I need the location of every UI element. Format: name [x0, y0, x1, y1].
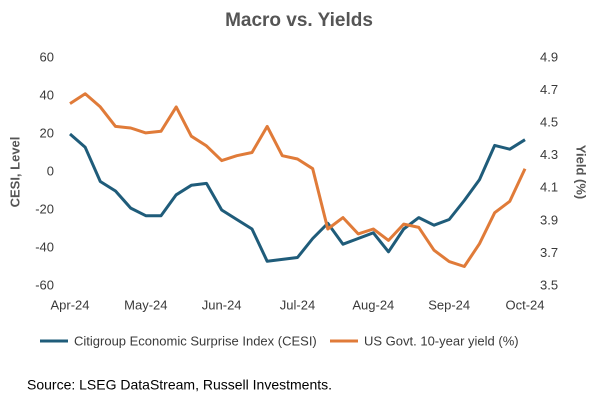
- chart-title: Macro vs. Yields: [225, 10, 373, 31]
- legend-label: Citigroup Economic Surprise Index (CESI): [74, 333, 317, 348]
- y-tick-label: -20: [35, 201, 54, 216]
- y-tick-label: 20: [40, 125, 54, 140]
- x-tick-label: Sep-24: [428, 297, 470, 312]
- y2-tick-label: 3.5: [540, 277, 558, 292]
- y-tick-label: 40: [40, 87, 54, 102]
- x-tick-label: Oct-24: [505, 297, 544, 312]
- x-tick-label: Jun-24: [202, 297, 242, 312]
- y2-tick-label: 4.7: [540, 82, 558, 97]
- y2-tick-label: 3.9: [540, 212, 558, 227]
- y-axis-title: CESI, Level: [7, 137, 22, 208]
- legend-label: US Govt. 10-year yield (%): [364, 333, 519, 348]
- y2-tick-label: 4.3: [540, 147, 558, 162]
- y-tick-label: -40: [35, 239, 54, 254]
- x-tick-label: Jul-24: [280, 297, 315, 312]
- y2-tick-label: 4.5: [540, 115, 558, 130]
- y-tick-label: 60: [40, 49, 54, 64]
- y-tick-label: 0: [47, 163, 54, 178]
- y2-tick-label: 4.1: [540, 180, 558, 195]
- y2-axis-title: Yield (%): [574, 145, 589, 199]
- line-series: [69, 92, 527, 268]
- x-tick-label: Apr-24: [50, 297, 89, 312]
- line-series: [69, 132, 526, 263]
- source: Source: LSEG DataStream, Russell Investm…: [27, 377, 332, 393]
- x-tick-label: May-24: [124, 297, 167, 312]
- y2-tick-label: 4.9: [540, 49, 558, 64]
- y2-tick-label: 3.7: [540, 245, 558, 260]
- y-tick-label: -60: [35, 277, 54, 292]
- x-tick-label: Aug-24: [352, 297, 394, 312]
